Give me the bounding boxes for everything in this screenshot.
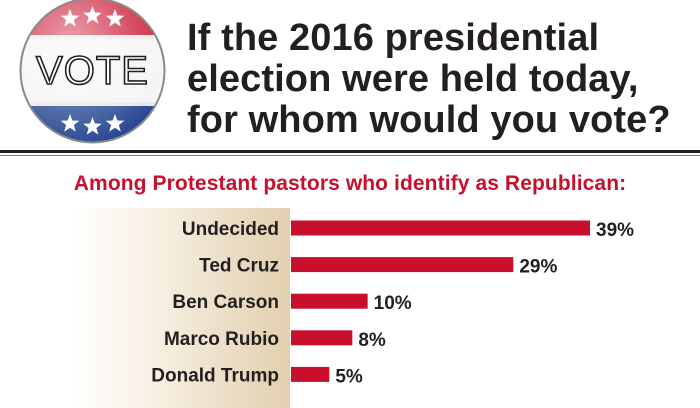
value-label: 29% xyxy=(519,257,557,278)
category-label: Undecided xyxy=(182,219,279,240)
star-icon-bottom xyxy=(60,114,125,135)
category-label: Ben Carson xyxy=(172,292,279,313)
star-icon-top xyxy=(60,6,125,27)
bar xyxy=(291,293,368,309)
bar xyxy=(291,330,353,346)
value-label: 8% xyxy=(358,330,386,351)
chart-title: If the 2016 presidential election were h… xyxy=(187,17,671,141)
title-divider xyxy=(0,150,700,153)
bar xyxy=(291,220,590,236)
title-divider-thin xyxy=(0,155,700,156)
chart-subtitle: Among Protestant pastors who identify as… xyxy=(73,172,627,195)
label-panel xyxy=(71,208,290,408)
value-label: 39% xyxy=(596,220,634,241)
value-label: 5% xyxy=(335,366,363,387)
category-label: Ted Cruz xyxy=(199,256,279,277)
category-label: Donald Trump xyxy=(151,365,279,386)
badge-text: VOTE xyxy=(36,49,149,93)
bar xyxy=(291,366,330,382)
bar xyxy=(291,257,514,273)
category-label: Marco Rubio xyxy=(164,329,279,350)
value-label: 10% xyxy=(374,293,412,314)
vote-badge: VOTE xyxy=(19,0,166,144)
